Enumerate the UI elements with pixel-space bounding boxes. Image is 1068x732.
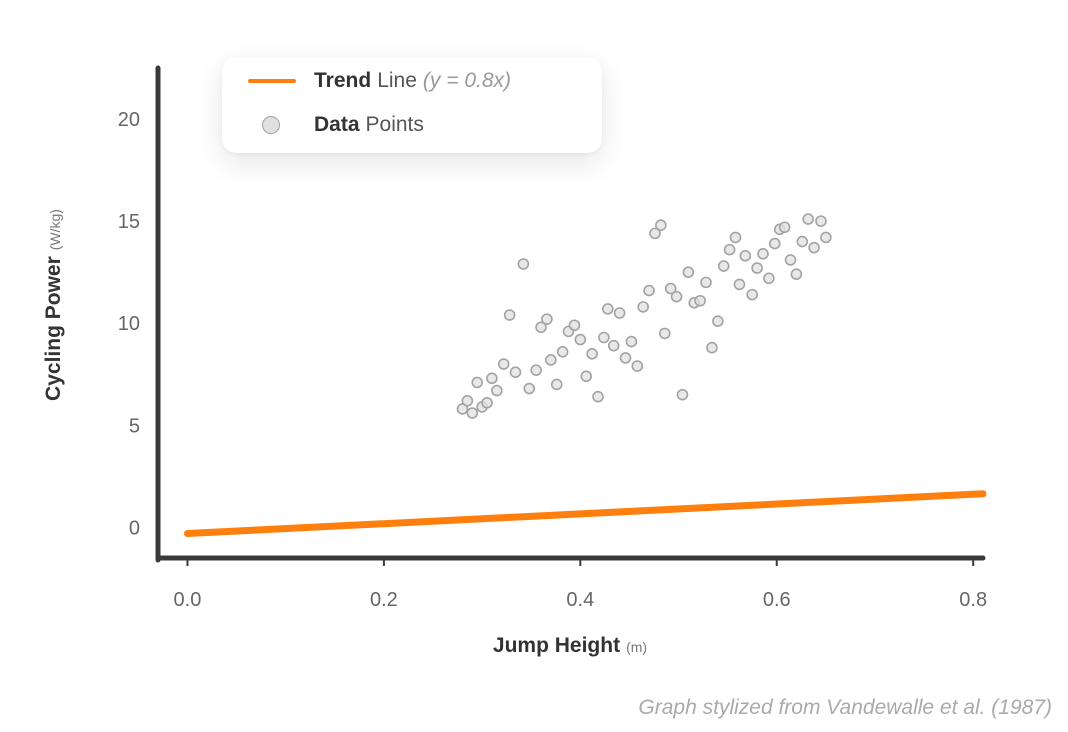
data-point	[790, 268, 803, 281]
data-point	[712, 315, 724, 327]
data-point	[535, 321, 547, 334]
data-point	[574, 333, 587, 346]
data-point	[655, 219, 667, 232]
data-point	[625, 335, 638, 348]
data-point	[706, 341, 718, 354]
data-points-layer	[456, 213, 832, 419]
data-point	[796, 235, 809, 248]
data-point	[580, 370, 593, 383]
data-point	[613, 307, 626, 319]
data-point	[486, 372, 498, 385]
data-point	[670, 290, 683, 303]
data-point	[541, 313, 553, 325]
data-point	[523, 382, 536, 395]
y-tick-label: 0	[129, 517, 140, 539]
data-point-swatch	[262, 116, 280, 134]
x-tick-labels: 0.0 0.2 0.4 0.6 0.8	[174, 560, 987, 611]
data-point	[739, 250, 752, 262]
data-point	[503, 309, 516, 321]
data-point	[676, 388, 689, 401]
y-axis-unit: (W/kg)	[47, 209, 63, 250]
data-point	[550, 378, 563, 391]
legend-trend-equation: (y = 0.8x)	[422, 69, 512, 92]
data-point	[637, 301, 649, 313]
y-tick-labels: 0 5 10 15 20	[118, 109, 140, 539]
data-point	[751, 262, 763, 274]
data-point	[592, 390, 604, 403]
legend-item-points: Data Points	[248, 113, 424, 137]
data-point	[757, 247, 769, 260]
x-tick-label: 0.8	[959, 589, 987, 611]
data-point	[778, 221, 791, 234]
data-point	[729, 231, 742, 244]
data-point	[497, 358, 510, 370]
caption: Graph stylized from Vandewalle et al. (1…	[638, 696, 1052, 719]
data-point	[643, 284, 655, 297]
y-tick-label: 20	[118, 109, 140, 131]
data-point	[815, 215, 827, 227]
data-point	[598, 331, 610, 344]
data-point	[461, 394, 474, 407]
data-point	[586, 348, 598, 360]
legend: Trend Line (y = 0.8x) Data Points	[222, 57, 602, 153]
data-point	[649, 227, 661, 240]
data-point	[530, 364, 542, 376]
y-axis-label: Cycling Power	[42, 256, 65, 401]
data-point	[763, 272, 775, 285]
data-point	[556, 345, 569, 358]
data-point	[517, 258, 530, 270]
x-axis-label: Jump Height	[493, 634, 620, 657]
y-tick-label: 5	[129, 415, 140, 437]
data-point	[545, 354, 557, 366]
y-tick-label: 15	[118, 211, 140, 233]
y-tick-label: 10	[118, 313, 140, 335]
data-point	[619, 352, 632, 364]
data-point	[723, 243, 736, 256]
data-point	[658, 327, 671, 340]
y-axis-title: Cycling Power (W/kg)	[42, 209, 65, 401]
data-point	[481, 397, 493, 409]
data-point	[682, 266, 695, 278]
data-point	[717, 260, 730, 272]
data-point	[471, 376, 483, 389]
data-point	[733, 278, 746, 291]
data-point	[491, 384, 503, 397]
legend-points-strong: Data	[314, 113, 360, 136]
data-point	[700, 276, 712, 289]
x-tick-label: 0.2	[370, 589, 398, 611]
data-point	[456, 403, 469, 415]
data-point	[746, 288, 758, 301]
legend-trend-rest: Line	[377, 69, 417, 92]
data-point	[466, 407, 479, 419]
legend-trend-strong: Trend	[314, 69, 372, 92]
x-axis-title: Jump Height (m)	[493, 634, 647, 657]
data-point	[631, 360, 644, 372]
legend-item-trend: Trend Line (y = 0.8x)	[248, 69, 511, 93]
data-point	[802, 213, 814, 225]
x-tick-label: 0.0	[174, 589, 202, 611]
legend-points-rest: Points	[365, 113, 424, 136]
data-point	[509, 366, 522, 379]
data-point	[768, 237, 781, 250]
x-tick-label: 0.4	[566, 589, 594, 611]
data-point	[602, 303, 614, 315]
trend-line	[183, 490, 987, 537]
x-tick-label: 0.6	[763, 589, 791, 611]
data-point	[784, 254, 797, 266]
data-point	[694, 294, 706, 307]
x-axis-unit: (m)	[626, 639, 647, 655]
data-point	[607, 339, 620, 352]
data-point	[808, 241, 820, 254]
trend-line-swatch	[248, 79, 296, 83]
data-point	[664, 282, 677, 295]
data-point	[820, 231, 832, 244]
data-point	[568, 319, 581, 332]
